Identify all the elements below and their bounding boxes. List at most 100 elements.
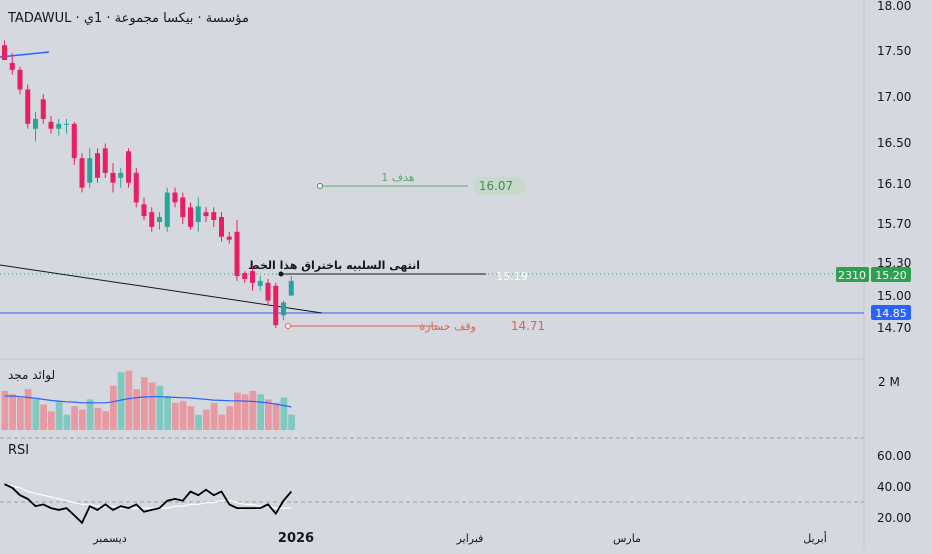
volume-bar[interactable] bbox=[272, 402, 280, 430]
volume-bar[interactable] bbox=[218, 414, 226, 430]
volume-bar[interactable] bbox=[241, 394, 249, 430]
volume-bar[interactable] bbox=[117, 372, 125, 430]
volume-bar[interactable] bbox=[210, 402, 218, 430]
volume-pane-title[interactable]: لوائد مجد bbox=[8, 368, 55, 383]
candle-body bbox=[288, 280, 294, 296]
candle[interactable] bbox=[234, 220, 240, 281]
candle-body bbox=[48, 121, 54, 129]
volume-badge bbox=[836, 267, 869, 282]
candle[interactable] bbox=[265, 278, 271, 306]
volume-bar[interactable] bbox=[195, 414, 202, 430]
candle[interactable] bbox=[102, 143, 108, 178]
candle[interactable] bbox=[79, 153, 85, 193]
volume-bar[interactable] bbox=[249, 390, 257, 430]
volume-bar[interactable] bbox=[172, 402, 179, 430]
candle[interactable] bbox=[273, 282, 279, 329]
volume-bar[interactable] bbox=[164, 396, 171, 430]
volume-bar[interactable] bbox=[203, 409, 210, 430]
volume-bar[interactable] bbox=[226, 406, 233, 430]
time-axis[interactable]: ديسمبر 2026 فبراير مارس أبريل bbox=[92, 531, 827, 546]
candle[interactable] bbox=[195, 197, 201, 232]
volume-bar[interactable] bbox=[280, 397, 288, 430]
candle[interactable] bbox=[110, 163, 116, 193]
candle[interactable] bbox=[48, 115, 54, 134]
volume-bar[interactable] bbox=[1, 390, 9, 430]
candle[interactable] bbox=[9, 53, 15, 75]
candle[interactable] bbox=[219, 212, 224, 242]
volume-bar[interactable] bbox=[265, 399, 272, 430]
volume-bar[interactable] bbox=[257, 394, 264, 430]
volume-bar[interactable] bbox=[9, 394, 16, 430]
volume-bar[interactable] bbox=[179, 401, 187, 430]
candle[interactable] bbox=[242, 271, 248, 283]
candle-body bbox=[87, 158, 93, 183]
candle[interactable] bbox=[17, 66, 23, 95]
volume-bar[interactable] bbox=[17, 397, 24, 430]
candle[interactable] bbox=[250, 266, 255, 291]
candle-body bbox=[141, 204, 147, 217]
candle[interactable] bbox=[71, 121, 77, 166]
volume-bar[interactable] bbox=[133, 389, 140, 430]
volume-bar[interactable] bbox=[55, 401, 63, 430]
candlestick-series[interactable] bbox=[2, 40, 294, 329]
candle[interactable] bbox=[141, 197, 147, 221]
volume-bar[interactable] bbox=[32, 399, 40, 430]
candle-body bbox=[273, 285, 279, 326]
candle[interactable] bbox=[64, 118, 69, 134]
candle[interactable] bbox=[203, 207, 209, 222]
candle[interactable] bbox=[25, 84, 31, 129]
candle[interactable] bbox=[56, 118, 62, 136]
candle[interactable] bbox=[33, 112, 38, 142]
volume-bars[interactable] bbox=[1, 370, 296, 431]
candle[interactable] bbox=[226, 231, 232, 244]
price-axis[interactable]: 18.00 17.50 17.00 16.50 16.10 15.70 15.3… bbox=[877, 0, 911, 335]
candle[interactable] bbox=[118, 168, 124, 188]
target-anchor-dot[interactable] bbox=[317, 183, 323, 189]
volume-bar[interactable] bbox=[187, 406, 195, 430]
candle-body bbox=[133, 172, 139, 203]
time-label: ديسمبر bbox=[92, 532, 127, 545]
candle-body bbox=[195, 206, 201, 222]
volume-ma-line bbox=[4, 395, 292, 408]
candle[interactable] bbox=[40, 94, 46, 124]
stop-loss-anchor-dot[interactable] bbox=[285, 323, 291, 329]
volume-bar[interactable] bbox=[86, 399, 94, 430]
volume-bar[interactable] bbox=[288, 414, 295, 430]
breakout-anchor-dot[interactable] bbox=[278, 271, 284, 277]
volume-bar[interactable] bbox=[141, 377, 148, 430]
volume-bar[interactable] bbox=[48, 411, 55, 430]
candle[interactable] bbox=[126, 148, 131, 188]
volume-bar[interactable] bbox=[102, 411, 109, 430]
candle[interactable] bbox=[164, 187, 170, 232]
volume-bar[interactable] bbox=[148, 382, 156, 430]
candle[interactable] bbox=[188, 202, 193, 230]
candle[interactable] bbox=[211, 207, 217, 227]
volume-bar[interactable] bbox=[234, 392, 241, 430]
candle[interactable] bbox=[180, 192, 186, 224]
candle[interactable] bbox=[95, 148, 100, 183]
volume-bar[interactable] bbox=[40, 404, 47, 431]
volume-bar[interactable] bbox=[125, 370, 133, 431]
volume-bar[interactable] bbox=[110, 385, 117, 430]
volume-bar[interactable] bbox=[63, 414, 71, 430]
candle[interactable] bbox=[281, 300, 286, 321]
candle[interactable] bbox=[157, 212, 162, 230]
candle-body bbox=[17, 69, 23, 90]
candle[interactable] bbox=[288, 276, 294, 296]
volume-bar[interactable] bbox=[24, 389, 32, 430]
candle[interactable] bbox=[87, 148, 93, 188]
candle[interactable] bbox=[257, 276, 263, 291]
rsi-pane-title[interactable]: RSI bbox=[8, 443, 29, 458]
candle[interactable] bbox=[149, 207, 155, 232]
volume-bar[interactable] bbox=[156, 385, 164, 430]
volume-bar[interactable] bbox=[71, 406, 78, 430]
candle[interactable] bbox=[172, 187, 178, 208]
trend-segment-blue[interactable] bbox=[0, 51, 50, 58]
candle[interactable] bbox=[2, 40, 7, 60]
volume-bar[interactable] bbox=[79, 409, 86, 430]
symbol-header[interactable]: TADAWUL · مؤسسة · بيكسا مجموعة · 1ي bbox=[7, 11, 249, 26]
rsi-tick: 40.00 bbox=[877, 480, 911, 494]
volume-bar[interactable] bbox=[94, 407, 102, 430]
candle[interactable] bbox=[133, 168, 139, 208]
